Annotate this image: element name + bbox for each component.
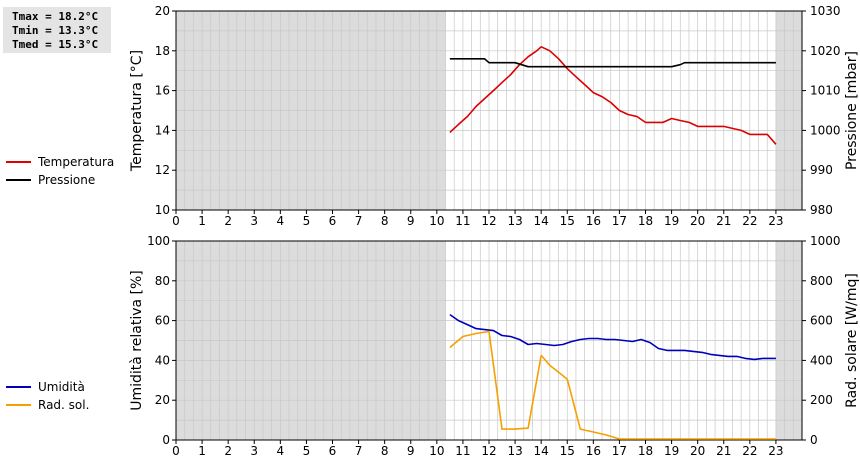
y-left-tick-label: 12 [155,163,170,177]
y-right-tick-label: 990 [810,163,833,177]
x-tick-label: 9 [407,214,415,228]
y-right-tick-label: 200 [810,393,833,407]
x-tick-label: 18 [638,444,653,458]
series-line-2 [449,330,776,440]
x-tick-label: 11 [455,214,470,228]
y-left-axis-title: Temperatura [°C] [129,50,145,172]
y-left-axis-title: Umidità relativa [%] [129,270,145,411]
x-tick-label: 20 [690,444,705,458]
legend-entry: Umidità [6,380,85,394]
x-tick-label: 6 [329,214,337,228]
x-tick-label: 8 [381,214,389,228]
y-right-axis-title: Rad. solare [W/mq] [844,273,860,408]
x-tick-label: 3 [250,444,258,458]
y-right-tick-label: 1000 [810,234,841,248]
x-tick-label: 4 [277,214,285,228]
tmax-label: Tmax = 18.2°C [12,10,99,23]
y-left-tick-label: 18 [155,44,170,58]
y-left-tick-label: 40 [155,353,170,367]
x-tick-label: 13 [507,214,522,228]
y-right-tick-label: 1000 [810,123,841,137]
series-line-2 [449,57,776,68]
x-tick-label: 21 [716,214,731,228]
legend-label: Pressione [38,173,95,187]
x-tick-label: 15 [560,444,575,458]
y-left-tick-label: 14 [155,123,170,137]
y-right-tick-label: 1030 [810,4,841,18]
legend-entry: Temperatura [6,155,114,169]
x-tick-label: 12 [481,214,496,228]
x-tick-label: 16 [586,214,601,228]
legend-label: Rad. sol. [38,398,89,412]
x-tick-label: 5 [303,214,311,228]
chart-temp-pressure: 0 1 2 3 4 5 6 7 8 9 10 11 12 13 14 15 16 17 18 19 20 21 22 2310… [6,4,860,228]
y-left-tick-label: 16 [155,84,170,98]
legend-label: Temperatura [37,155,114,169]
tmin-label: Tmin = 13.3°C [12,24,99,37]
y-left-tick-label: 20 [155,4,170,18]
y-left-tick-label: 10 [155,203,170,217]
y-left-tick-label: 60 [155,314,170,328]
x-tick-label: 15 [560,214,575,228]
x-tick-label: 1 [198,214,206,228]
x-tick-label: 1 [198,444,206,458]
y-right-tick-label: 1010 [810,84,841,98]
legend-entry: Rad. sol. [6,398,89,412]
x-tick-label: 20 [690,214,705,228]
x-tick-label: 10 [429,444,444,458]
y-right-axis-title: Pressione [mbar] [844,51,860,170]
grid-horizontal [176,30,802,191]
series-line-1 [449,45,777,145]
x-tick-label: 14 [534,444,549,458]
x-tick-label: 11 [455,444,470,458]
tmed-label: Tmed = 15.3°C [12,38,99,51]
x-tick-label: 16 [586,444,601,458]
y-right-tick-label: 980 [810,203,833,217]
x-tick-label: 8 [381,444,389,458]
y-left-tick-label: 20 [155,393,170,407]
x-tick-label: 0 [172,214,180,228]
legend-label: Umidità [38,380,85,394]
x-tick-label: 6 [329,444,337,458]
x-tick-label: 23 [768,444,783,458]
y-left-tick-label: 80 [155,274,170,288]
x-tick-label: 7 [355,444,363,458]
y-right-tick-label: 0 [810,433,818,447]
x-tick-label: 17 [612,214,627,228]
y-right-tick-label: 400 [810,353,833,367]
x-tick-label: 14 [534,214,549,228]
x-tick-label: 19 [664,444,679,458]
y-left-tick-label: 0 [162,433,170,447]
x-tick-label: 7 [355,214,363,228]
x-tick-label: 18 [638,214,653,228]
chart-humidity-radiation: 0 1 2 3 4 5 6 7 8 9 10 11 12 13 14 15 16 17 18 19 20 21 22 2302… [6,234,860,458]
series-line-1 [449,313,776,361]
x-tick-label: 12 [481,444,496,458]
x-tick-label: 2 [224,214,232,228]
x-tick-label: 22 [742,444,757,458]
x-tick-label: 4 [277,444,285,458]
x-tick-label: 22 [742,214,757,228]
grid-horizontal [176,260,802,421]
x-tick-label: 5 [303,444,311,458]
x-tick-label: 13 [507,444,522,458]
x-tick-label: 2 [224,444,232,458]
y-right-tick-label: 800 [810,274,833,288]
x-tick-label: 23 [768,214,783,228]
legend-entry: Pressione [6,173,95,187]
x-tick-label: 9 [407,444,415,458]
x-tick-label: 17 [612,444,627,458]
x-tick-label: 3 [250,214,258,228]
stats-box: Tmax = 18.2°C Tmin = 13.3°C Tmed = 15.3°… [3,7,111,53]
y-left-tick-label: 100 [147,234,170,248]
x-tick-label: 0 [172,444,180,458]
y-right-tick-label: 600 [810,314,833,328]
x-tick-label: 10 [429,214,444,228]
x-tick-label: 21 [716,444,731,458]
y-right-tick-label: 1020 [810,44,841,58]
x-tick-label: 19 [664,214,679,228]
